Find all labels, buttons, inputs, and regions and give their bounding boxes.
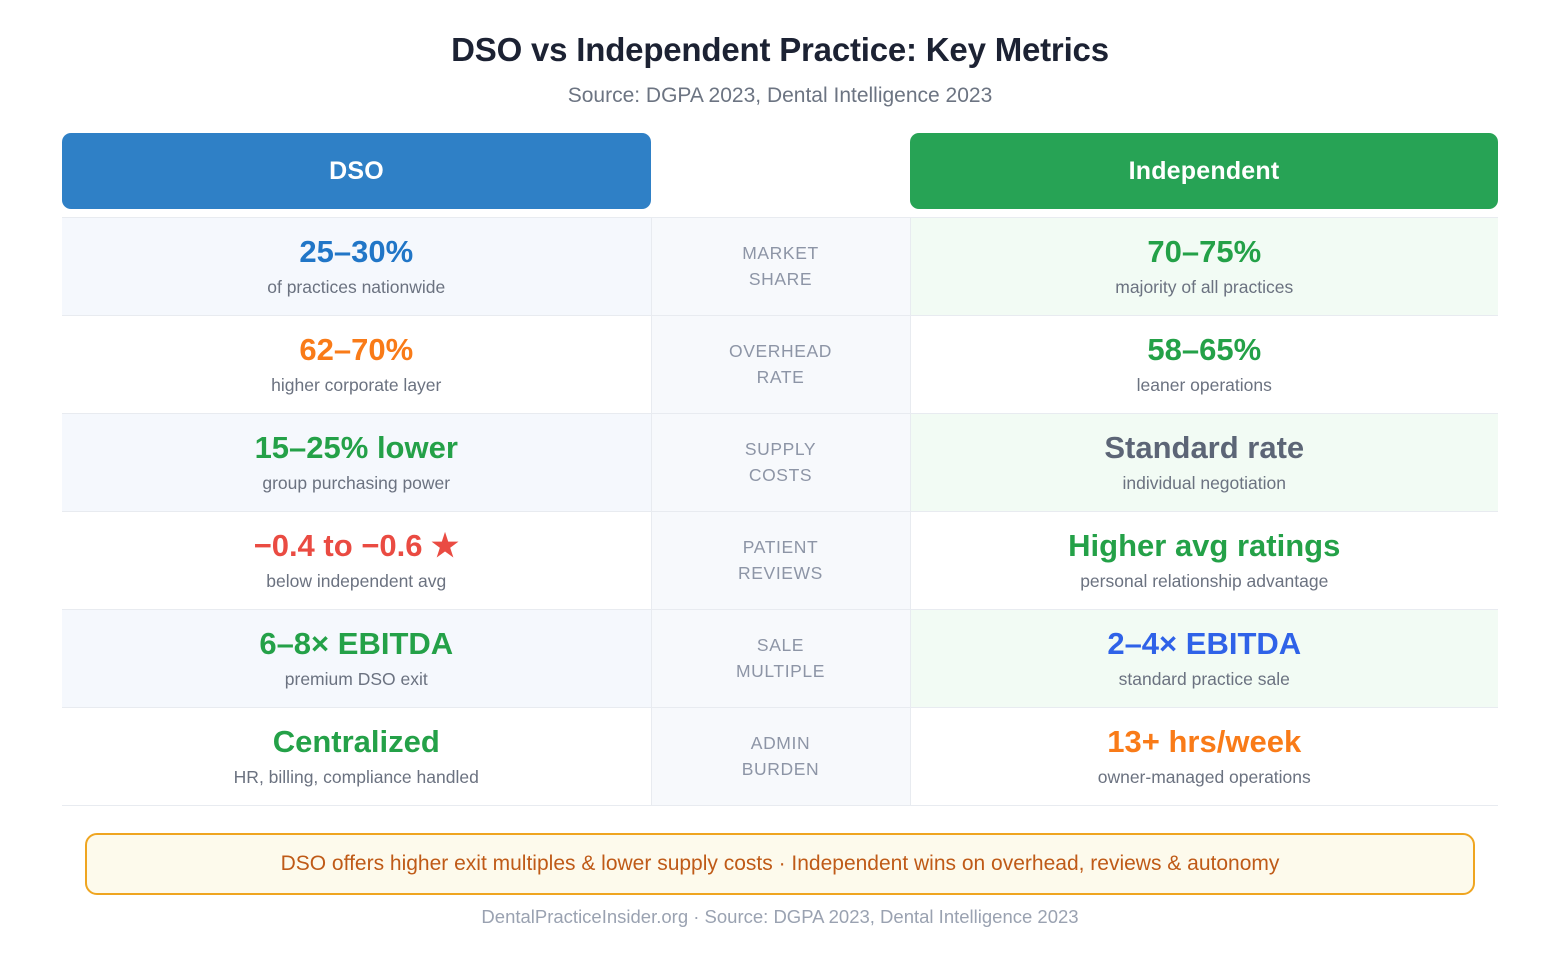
independent-value: Higher avg ratings [1068,527,1341,563]
independent-value: 13+ hrs/week [1107,723,1302,759]
footer-attribution: DentalPracticeInsider.org · Source: DGPA… [481,906,1079,927]
independent-cell-content: Standard rate individual negotiation [911,415,1499,511]
metric-label-line2: SHARE [748,268,813,289]
independent-cell: 70–75% majority of all practices [910,217,1499,316]
dso-sublabel: below independent avg [266,571,447,592]
independent-cell: 58–65% leaner operations [910,315,1499,414]
independent-cell-content: Higher avg ratings personal relationship … [911,513,1499,609]
dso-cell: 6–8× EBITDA premium DSO exit [62,609,651,708]
metric-label: SUPPLY COSTS [652,415,910,511]
metric-label-cell: SALE MULTIPLE [650,609,911,708]
dso-sublabel: of practices nationwide [267,277,446,298]
metric-label: ADMIN BURDEN [652,709,910,805]
dso-cell-content: 15–25% lower group purchasing power [62,415,651,511]
metric-label-line1: SUPPLY [744,439,817,460]
independent-sublabel: standard practice sale [1118,669,1290,690]
independent-sublabel: majority of all practices [1115,277,1294,298]
dso-sublabel: group purchasing power [262,473,451,494]
metric-label: PATIENT REVIEWS [652,513,910,609]
table-row: 6–8× EBITDA premium DSO exit SALE MULTIPLE 2… [62,609,1499,708]
table-row: Centralized HR, billing, compliance handl… [62,707,1499,806]
independent-cell-content: 58–65% leaner operations [911,317,1499,413]
metric-label-line1: PATIENT [742,537,819,558]
dso-value: 6–8× EBITDA [259,625,454,661]
dso-cell-content: 25–30% of practices nationwide [62,219,651,315]
dso-cell-content: −0.4 to −0.6 ★ below independent avg [62,513,651,609]
table-row: 15–25% lower group purchasing power SUPPLY… [62,413,1499,512]
independent-cell: 13+ hrs/week owner-managed operations [910,707,1499,806]
independent-sublabel: owner-managed operations [1097,767,1311,788]
independent-cell: 2–4× EBITDA standard practice sale [910,609,1499,708]
page-subtitle: Source: DGPA 2023, Dental Intelligence 2… [567,83,993,107]
independent-cell: Higher avg ratings personal relationship … [910,511,1499,610]
table-row: 62–70% higher corporate layer OVERHEAD RATE… [62,315,1499,414]
metric-label-cell: PATIENT REVIEWS [650,511,911,610]
dso-cell: −0.4 to −0.6 ★ below independent avg [62,511,651,610]
dso-sublabel: higher corporate layer [271,375,442,396]
table-row: 25–30% of practices nationwide MARKET SHARE… [62,217,1499,316]
dso-cell-content: Centralized HR, billing, compliance handl… [62,709,651,805]
metric-label-line2: MULTIPLE [735,660,826,681]
metric-label-cell: OVERHEAD RATE [650,315,911,414]
dso-sublabel: HR, billing, compliance handled [233,767,479,788]
independent-value: 70–75% [1147,233,1262,269]
metric-label: SALE MULTIPLE [652,611,910,707]
independent-cell: Standard rate individual negotiation [910,413,1499,512]
summary-callout: DSO offers higher exit multiples & lower… [85,833,1475,895]
dso-cell-content: 62–70% higher corporate layer [62,317,651,413]
dso-cell: 25–30% of practices nationwide [62,217,651,316]
independent-sublabel: personal relationship advantage [1080,571,1329,592]
dso-sublabel: premium DSO exit [284,669,428,690]
comparison-table-body: 25–30% of practices nationwide MARKET SHARE… [62,217,1499,806]
column-header-row: DSO Independent [62,133,1498,209]
metric-label-line1: ADMIN [750,733,811,754]
independent-value: 58–65% [1147,331,1262,367]
metric-label-line2: RATE [756,366,805,387]
independent-sublabel: leaner operations [1136,375,1272,396]
independent-sublabel: individual negotiation [1122,473,1286,494]
metric-label: MARKET SHARE [652,219,910,315]
page-title: DSO vs Independent Practice: Key Metrics [451,31,1109,68]
dso-value: 25–30% [299,233,414,269]
dso-value: 62–70% [299,331,414,367]
metric-label-line1: OVERHEAD [728,341,832,362]
metric-label-cell: ADMIN BURDEN [650,707,911,806]
independent-cell-content: 70–75% majority of all practices [911,219,1499,315]
independent-value: Standard rate [1104,429,1305,465]
dso-cell: 62–70% higher corporate layer [62,315,651,414]
independent-cell-content: 2–4× EBITDA standard practice sale [911,611,1499,707]
dso-value: −0.4 to −0.6 ★ [253,527,459,563]
metric-label-cell: MARKET SHARE [650,217,911,316]
independent-value: 2–4× EBITDA [1107,625,1302,661]
dso-cell: Centralized HR, billing, compliance handl… [62,707,651,806]
column-header-dso: DSO [62,133,651,209]
column-header-independent: Independent [910,133,1498,209]
metric-label-cell: SUPPLY COSTS [650,413,911,512]
comparison-table: 25–30% of practices nationwide MARKET SHARE… [62,217,1498,806]
table-row: −0.4 to −0.6 ★ below independent avg PATIE… [62,511,1499,610]
dso-value: Centralized [272,723,440,759]
metric-label: OVERHEAD RATE [652,317,910,413]
metric-label-line2: REVIEWS [738,562,823,583]
metric-label-line2: COSTS [748,464,813,485]
dso-cell: 15–25% lower group purchasing power [62,413,651,512]
dso-value: 15–25% lower [254,429,458,465]
metric-label-line1: SALE [756,635,805,656]
metric-label-line1: MARKET [742,243,819,264]
metric-label-line2: BURDEN [741,758,820,779]
independent-cell-content: 13+ hrs/week owner-managed operations [911,709,1499,805]
dso-cell-content: 6–8× EBITDA premium DSO exit [62,611,651,707]
